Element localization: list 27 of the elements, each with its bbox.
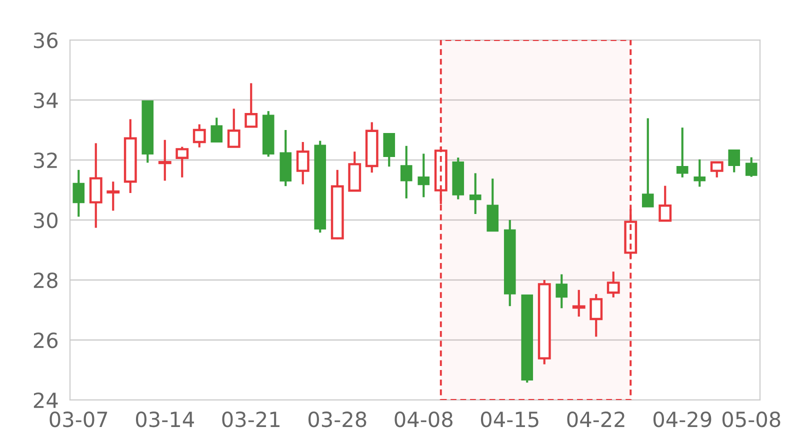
x-tick-label: 04-22	[567, 411, 624, 428]
x-tick-label: 03-28	[308, 411, 366, 428]
y-tick-label: 32	[34, 152, 57, 168]
x-tick-label: 03-14	[136, 411, 194, 428]
x-tick-label: 04-15	[480, 411, 538, 428]
candlestick	[418, 152, 430, 198]
candlestick	[89, 142, 102, 229]
candlestick	[400, 144, 412, 200]
x-tick-label: 04-08	[394, 411, 452, 428]
candlestick	[158, 138, 172, 182]
y-tick-label: 24	[34, 392, 58, 408]
x-tick-label: 03-07	[50, 411, 108, 428]
candlestick	[556, 273, 568, 310]
candlestick	[72, 168, 85, 218]
y-tick-label: 28	[34, 272, 58, 288]
candlestick	[296, 140, 310, 186]
x-tick-label: 03-21	[222, 411, 280, 428]
candlestick	[469, 172, 482, 216]
candlestick	[124, 118, 137, 194]
candlestick	[106, 180, 120, 212]
y-tick-label: 26	[34, 332, 58, 348]
candlestick	[504, 218, 516, 308]
y-tick-label: 30	[34, 212, 58, 228]
x-tick-label: 05-08	[722, 411, 780, 428]
y-tick-label: 34	[34, 92, 58, 108]
x-tick-label: 04-29	[653, 411, 712, 428]
y-tick-label: 36	[34, 32, 58, 48]
